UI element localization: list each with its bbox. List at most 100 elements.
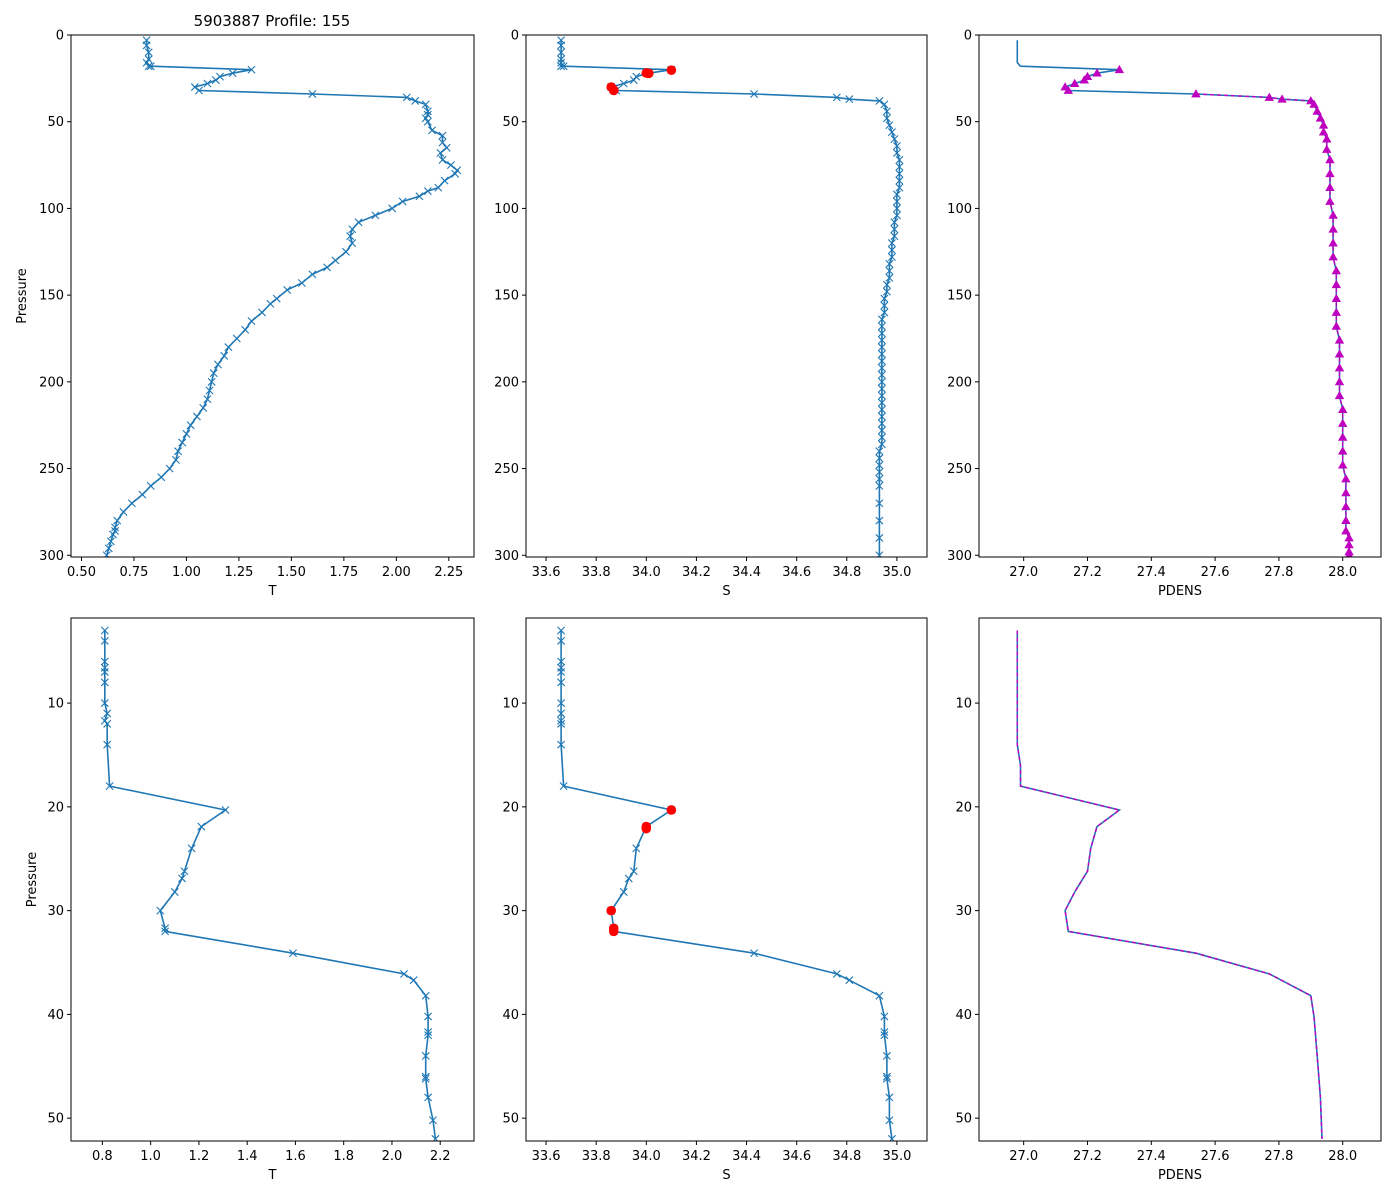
s-full-xtick-label: 34.2 (682, 565, 711, 580)
s-zoom-point (885, 1093, 894, 1102)
s-zoom-ytick-label: 10 (502, 697, 519, 712)
t-full-point (241, 325, 250, 334)
t-full-point (144, 62, 153, 71)
s-full-point (632, 72, 641, 81)
s-zoom-point (557, 709, 566, 718)
t-zoom-point (180, 867, 189, 876)
t-full-point (297, 279, 306, 287)
s-full-point (875, 499, 884, 508)
s-zoom-point (624, 874, 633, 883)
t-zoom-point (161, 924, 170, 933)
s-zoom-point (629, 867, 638, 876)
s-zoom-point (885, 1116, 894, 1125)
t-zoom-xtick-label: 1.2 (189, 1149, 210, 1164)
s-zoom-xtick-label: 35.0 (882, 1149, 911, 1164)
t-zoom-xtick-label: 1.8 (333, 1149, 354, 1164)
t-full-point (228, 69, 237, 78)
s-full-point (875, 461, 884, 470)
s-full-xtick-label: 34.8 (832, 565, 861, 580)
pdens-full-ytick-label: 100 (947, 202, 972, 217)
s-zoom-xtick-label: 34.0 (632, 1149, 661, 1164)
t-full-point (146, 62, 155, 71)
s-full-point (877, 336, 886, 345)
pdens-full-frame (978, 34, 1382, 558)
t-full-point (138, 490, 147, 499)
s-zoom-flagged-point (666, 805, 677, 815)
s-full-point (877, 391, 886, 400)
pdens-zoom-frame (978, 617, 1382, 1142)
t-full-point (207, 377, 216, 386)
s-zoom-ytick-label: 30 (502, 904, 519, 919)
t-full-point (174, 447, 183, 456)
pdens-zoom-xtick-label: 27.8 (1264, 1149, 1293, 1164)
t-full-point (421, 100, 430, 109)
t-zoom-ytick-label: 30 (47, 904, 64, 919)
s-full-point (877, 440, 886, 449)
t-full-point (423, 187, 432, 196)
t-full-point (283, 285, 292, 294)
pdens-zoom-ytick-label: 30 (955, 904, 972, 919)
s-zoom-xtick-label: 34.4 (732, 1149, 761, 1164)
s-full-point (895, 155, 904, 164)
t-zoom-point (400, 969, 409, 978)
t-full-point (258, 308, 266, 317)
s-full-point (877, 370, 886, 379)
t-full-point (211, 76, 220, 85)
s-zoom-xtick-label: 34.2 (682, 1149, 711, 1164)
s-full-point (892, 197, 901, 206)
pdens-full-xtick-label: 27.6 (1201, 565, 1230, 580)
pdens-zoom-line (1016, 630, 1323, 1139)
pdens-zoom-ytick-label: 50 (955, 1112, 972, 1127)
t-full-point (232, 334, 241, 343)
t-full-point (341, 247, 350, 256)
s-full-line (560, 40, 901, 556)
t-full-point (398, 197, 407, 206)
s-zoom-ytick-label: 50 (502, 1112, 519, 1127)
s-full-point (877, 350, 886, 359)
s-full-point (890, 232, 899, 241)
t-full-point (113, 516, 122, 525)
s-full-point (887, 246, 896, 255)
t-full-frame (70, 34, 475, 558)
t-full-point (272, 294, 281, 303)
t-zoom-point (421, 1072, 430, 1081)
s-zoom-point (882, 1051, 891, 1060)
pdens-full-line (1016, 40, 1350, 556)
s-zoom-point (557, 657, 566, 666)
t-full-point (348, 239, 357, 248)
t-full-point (438, 131, 447, 140)
t-full-point (106, 537, 115, 546)
t-full-point (247, 317, 256, 326)
t-full-point (451, 169, 460, 178)
t-full-point (411, 96, 420, 105)
t-zoom-point (221, 805, 230, 814)
t-full-axes: 0.50 0.75 1.00 1.25 1.50 1.75 2.00 2.25 0 50 100 15… (15, 29, 475, 599)
s-full-point (885, 259, 894, 268)
t-full-point (323, 263, 332, 272)
pdens-full-xtick-label: 27.8 (1264, 565, 1293, 580)
t-full-point (388, 204, 397, 213)
s-full-point (877, 377, 886, 386)
s-zoom-point (882, 1072, 891, 1081)
pdens-full-triangle-marker (1341, 526, 1351, 535)
s-zoom-point (557, 699, 566, 708)
t-full-point (436, 148, 445, 157)
s-full-point (877, 412, 886, 421)
s-zoom-point (880, 1028, 889, 1037)
s-full-xtick-label: 34.4 (732, 565, 761, 580)
s-full-point (882, 107, 891, 116)
t-full-xtick-label: 2.00 (382, 565, 411, 580)
pdens-full-ytick-label: 150 (947, 289, 972, 304)
t-zoom-point (103, 709, 112, 718)
t-full-ytick-label: 300 (39, 549, 64, 564)
pdens-zoom-dashed-line (1016, 630, 1323, 1139)
s-full-point (887, 252, 896, 261)
s-full-point (895, 183, 904, 192)
s-full-point (880, 301, 889, 310)
t-full-ytick-label: 50 (47, 115, 64, 130)
t-zoom-point (187, 844, 196, 853)
t-zoom-point (100, 636, 109, 645)
t-zoom-point (100, 657, 109, 666)
pdens-full-triangle-marker (1070, 78, 1080, 87)
